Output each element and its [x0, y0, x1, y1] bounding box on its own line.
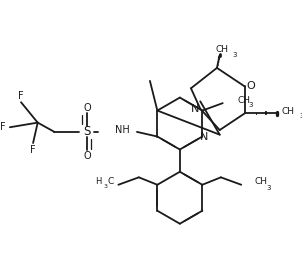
- Text: 3: 3: [266, 185, 271, 191]
- Text: N: N: [191, 104, 199, 114]
- Text: CH: CH: [238, 96, 251, 105]
- Text: F: F: [0, 122, 5, 132]
- Text: C: C: [108, 177, 114, 186]
- Text: CH: CH: [254, 177, 267, 186]
- Text: 3: 3: [232, 52, 237, 58]
- Text: 3: 3: [249, 102, 253, 108]
- Text: S: S: [83, 125, 91, 138]
- Text: NH: NH: [115, 125, 130, 135]
- Text: O: O: [83, 151, 91, 161]
- Text: 3: 3: [103, 184, 108, 189]
- Text: H: H: [95, 177, 101, 186]
- Text: O: O: [83, 103, 91, 113]
- Text: CH: CH: [215, 45, 228, 54]
- Text: 3: 3: [299, 113, 302, 119]
- Text: CH: CH: [282, 107, 295, 116]
- Text: F: F: [18, 91, 24, 101]
- Text: O: O: [247, 81, 255, 91]
- Text: F: F: [30, 145, 36, 156]
- Text: N: N: [200, 132, 208, 143]
